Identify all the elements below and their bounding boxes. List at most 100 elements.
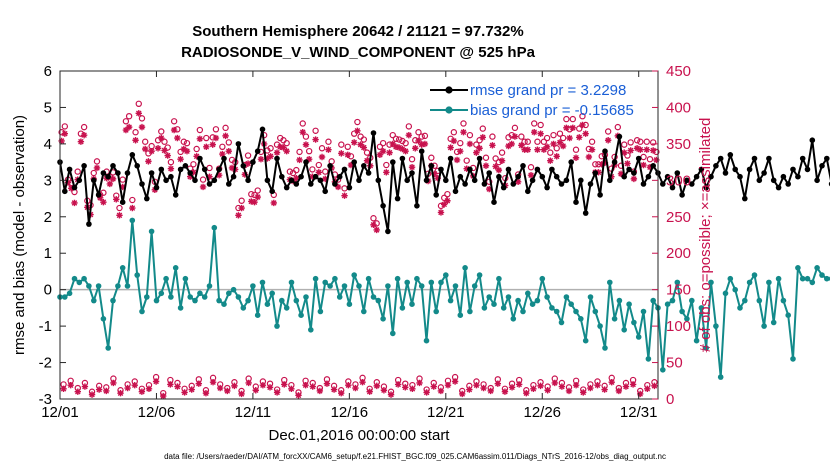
- obs-assimilated-point: [158, 134, 165, 142]
- bias-point: [785, 312, 791, 319]
- rmse-point: [168, 173, 174, 180]
- bias-point: [168, 294, 174, 300]
- rmse-point: [95, 192, 102, 198]
- obs-possible-point: [354, 118, 361, 126]
- bias-point: [780, 297, 787, 304]
- y-tick-label: 0: [44, 282, 52, 299]
- obs-possible-point: [649, 139, 657, 146]
- obs-assimilated-point: [649, 147, 657, 154]
- obs-possible-point: [341, 185, 348, 192]
- obs-assimilated-point: [492, 163, 499, 170]
- obs-assimilated-point: [395, 144, 403, 151]
- x-axis-label: Dec.01,2016 00:00:00 start: [269, 427, 451, 444]
- obs-assimilated-point: [352, 384, 359, 392]
- obs-assimilated-point: [305, 155, 313, 163]
- obs-assimilated-point: [459, 390, 466, 398]
- obs-possible-point: [450, 129, 458, 136]
- rmse-point: [356, 177, 362, 184]
- obs-assimilated-point: [138, 123, 146, 131]
- obs-assimilated-point: [572, 381, 580, 389]
- obs-assimilated-point: [293, 174, 300, 182]
- bias-point: [607, 279, 613, 286]
- obs-assimilated-point: [473, 381, 480, 389]
- obs-assimilated-point: [222, 132, 229, 140]
- bias-point: [732, 286, 738, 293]
- rmse-point: [370, 130, 377, 136]
- bias-point: [804, 275, 811, 282]
- x-tick-label: 12/26: [523, 404, 561, 421]
- rmse-point: [404, 177, 411, 184]
- obs-assimilated-point: [190, 169, 197, 176]
- rmse-point: [447, 155, 454, 162]
- bias-point: [105, 345, 111, 351]
- obs-assimilated-point: [569, 124, 577, 132]
- obs-assimilated-point: [409, 385, 416, 392]
- obs-possible-point: [531, 120, 538, 127]
- obs-possible-point: [122, 118, 130, 125]
- bias-point: [380, 316, 386, 322]
- obs-assimilated-point: [511, 133, 519, 140]
- rmse-point: [288, 177, 295, 184]
- obs-assimilated-point: [460, 129, 467, 136]
- obs-assimilated-point: [553, 153, 560, 160]
- bias-point: [298, 312, 304, 319]
- y-right-tick-label: 300: [666, 172, 691, 189]
- obs-possible-point: [363, 149, 371, 156]
- bias-point: [621, 327, 627, 333]
- bias-point: [235, 294, 242, 300]
- bias-point: [71, 275, 78, 282]
- obs-assimilated-point: [622, 383, 630, 390]
- rmse-point: [197, 155, 203, 162]
- rmse-point: [510, 181, 517, 187]
- bias-point: [824, 275, 830, 282]
- obs-assimilated-point: [551, 379, 558, 387]
- obs-possible-point: [248, 190, 255, 198]
- obs-assimilated-point: [309, 383, 316, 390]
- rmse-point: [621, 173, 627, 180]
- bias-point: [746, 279, 753, 286]
- obs-possible-point: [614, 123, 622, 131]
- obs-assimilated-point: [487, 387, 494, 395]
- obs-assimilated-point: [110, 379, 117, 387]
- obs-assimilated-point: [579, 121, 586, 129]
- rmse-point: [558, 181, 565, 187]
- obs-assimilated-point: [209, 141, 216, 148]
- obs-assimilated-point: [540, 146, 548, 153]
- obs-assimilated-point: [486, 185, 493, 193]
- obs-assimilated-point: [437, 387, 445, 395]
- rmse-point: [756, 177, 763, 184]
- obs-assimilated-point: [556, 139, 564, 146]
- obs-assimilated-point: [209, 379, 217, 386]
- obs-possible-point: [633, 137, 641, 144]
- obs-possible-point: [492, 155, 499, 162]
- obs-assimilated-point: [402, 147, 409, 155]
- bias-point: [322, 279, 329, 286]
- obs-possible-point: [579, 112, 586, 120]
- obs-possible-point: [547, 149, 554, 156]
- bias-point: [573, 308, 579, 315]
- obs-possible-point: [193, 145, 200, 153]
- rmse-point: [361, 163, 367, 169]
- obs-assimilated-point: [559, 142, 567, 150]
- obs-assimilated-point: [215, 172, 223, 179]
- rmse-point: [635, 155, 642, 162]
- obs-assimilated-point: [629, 381, 637, 388]
- bias-point: [529, 301, 536, 308]
- rmse-point: [346, 184, 353, 191]
- rmse-point: [418, 148, 425, 154]
- y-right-tick-label: 50: [666, 355, 683, 372]
- y-tick-label: 5: [44, 99, 52, 116]
- bias-point: [664, 301, 671, 308]
- obs-possible-point: [318, 145, 326, 152]
- rmse-point: [221, 155, 227, 162]
- bias-point: [394, 275, 401, 282]
- obs-assimilated-point: [582, 130, 589, 137]
- obs-assimilated-point: [228, 164, 236, 172]
- rmse-point: [795, 173, 801, 180]
- x-tick-label: 12/31: [620, 404, 658, 421]
- obs-assimilated-point: [498, 157, 506, 164]
- rmse-point: [327, 163, 333, 169]
- obs-possible-point: [325, 138, 332, 145]
- rmse-point: [679, 192, 685, 198]
- bias-point: [467, 308, 473, 315]
